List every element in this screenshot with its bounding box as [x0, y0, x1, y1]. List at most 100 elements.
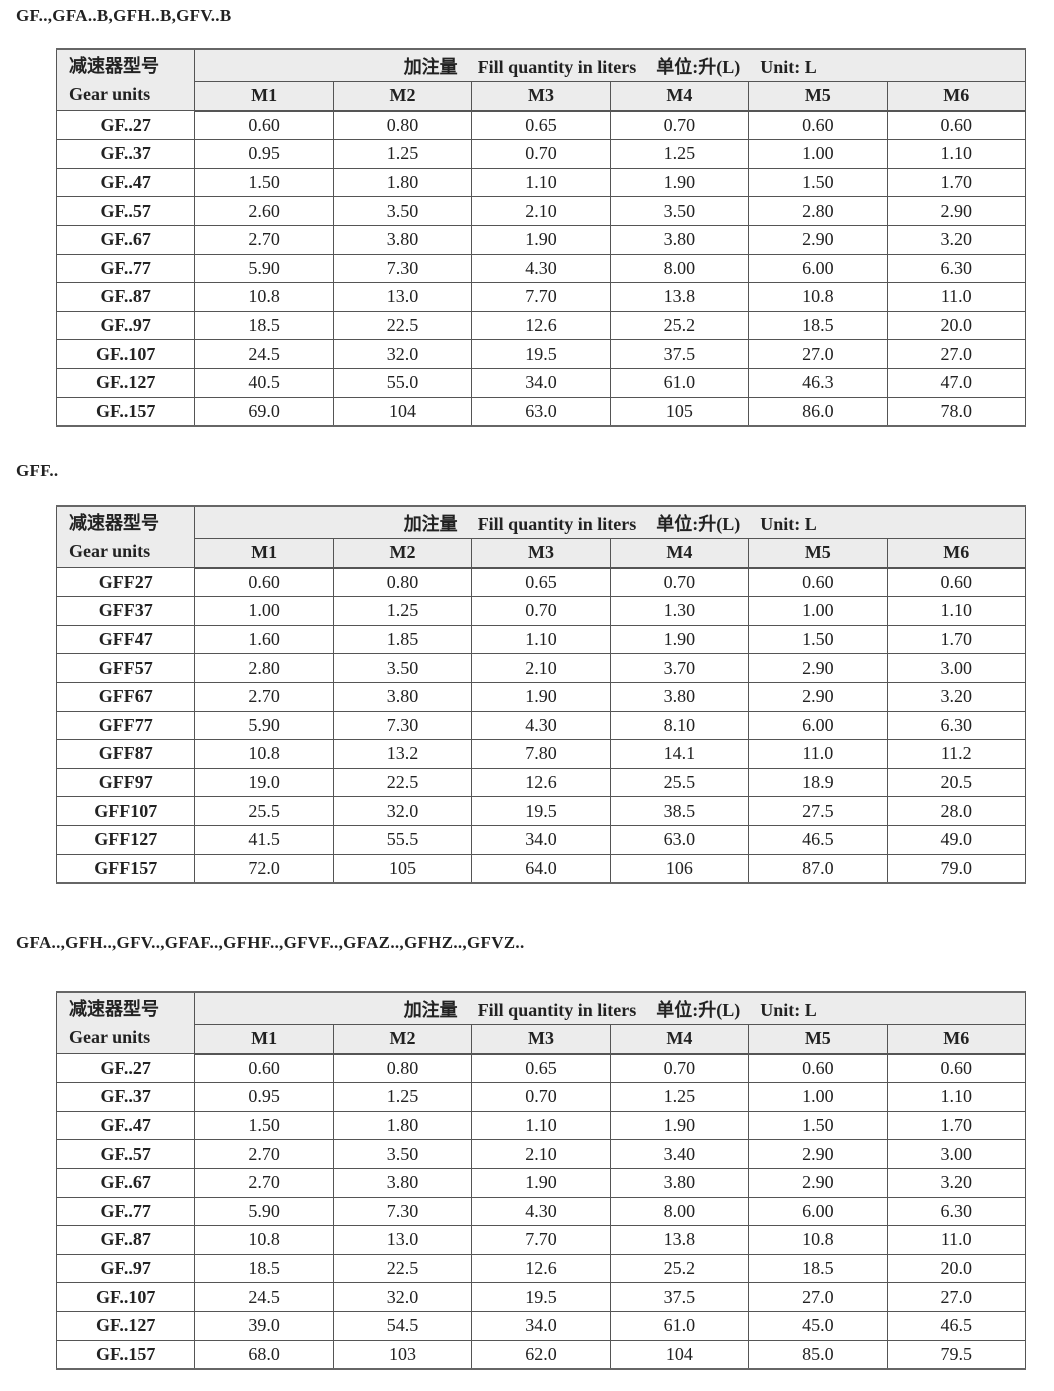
fill-value-cell: 0.95 — [194, 1082, 334, 1112]
fill-cn-label: 加注量 — [403, 56, 458, 77]
fill-value-cell: 3.50 — [609, 196, 750, 226]
fill-value-cell: 6.00 — [748, 253, 888, 284]
fill-value-cell: 7.70 — [471, 1225, 611, 1255]
fill-value-cell: 3.80 — [609, 1167, 750, 1198]
table-row: GF..57 2.70 3.50 2.10 3.40 2.90 3.00 — [55, 1139, 1027, 1169]
fill-value-cell: 78.0 — [886, 396, 1027, 427]
table-row: GF..157 69.0 104 63.0 105 86.0 78.0 — [55, 396, 1027, 427]
fill-value-cell: 6.30 — [886, 710, 1027, 741]
table-row: GF..127 40.5 55.0 34.0 61.0 46.3 47.0 — [55, 367, 1027, 398]
gear-unit-cell: GFF47 — [55, 624, 196, 655]
fill-value-cell: 104 — [609, 1339, 750, 1370]
fill-cn-label: 加注量 — [403, 513, 458, 534]
gear-unit-cell: GF..57 — [55, 1139, 196, 1169]
fill-value-cell: 39.0 — [194, 1310, 334, 1341]
fill-value-cell: 12.6 — [471, 310, 611, 341]
mode-header: M4 — [609, 1023, 750, 1055]
fill-quantity-table: 减速器型号 Gear units 加注量 Fill quantity in liter… — [55, 505, 1027, 885]
fill-value-cell: 104 — [332, 396, 473, 427]
fill-value-cell: 2.70 — [194, 681, 334, 712]
fill-value-cell: 2.80 — [194, 653, 334, 683]
fill-value-cell: 2.10 — [471, 653, 611, 683]
fill-value-cell: 63.0 — [471, 396, 611, 427]
gear-unit-cell: GF..37 — [55, 139, 196, 169]
fill-value-cell: 18.5 — [748, 310, 888, 341]
gear-units-en: Gear units — [69, 84, 151, 105]
fill-value-cell: 38.5 — [609, 796, 750, 826]
fill-value-cell: 69.0 — [194, 396, 334, 427]
gear-unit-cell: GFF107 — [55, 796, 196, 826]
fill-value-cell: 72.0 — [194, 853, 334, 884]
fill-value-cell: 32.0 — [332, 339, 473, 369]
fill-value-cell: 1.10 — [471, 624, 611, 655]
gear-unit-cell: GF..97 — [55, 310, 196, 341]
gear-unit-cell: GF..47 — [55, 167, 196, 198]
mode-header: M4 — [609, 537, 750, 569]
gear-unit-cell: GF..97 — [55, 1253, 196, 1284]
table-row: GF..157 68.0 103 62.0 104 85.0 79.5 — [55, 1339, 1027, 1370]
fill-value-cell: 34.0 — [471, 824, 611, 855]
fill-value-cell: 2.60 — [194, 196, 334, 226]
gear-unit-cell: GF..77 — [55, 1196, 196, 1227]
fill-quantity-table: 减速器型号 Gear units 加注量 Fill quantity in liter… — [55, 991, 1027, 1371]
fill-value-cell: 18.5 — [748, 1253, 888, 1284]
gear-unit-cell: GF..127 — [55, 367, 196, 398]
fill-value-cell: 7.30 — [332, 1196, 473, 1227]
mode-header-row: M1 M2 M3 M4 M5 M6 — [57, 537, 1027, 569]
fill-value-cell: 7.30 — [332, 253, 473, 284]
fill-en-label: Fill quantity in liters — [477, 513, 637, 534]
fill-value-cell: 3.20 — [886, 681, 1027, 712]
fill-value-cell: 5.90 — [194, 1196, 334, 1227]
fill-value-cell: 54.5 — [332, 1310, 473, 1341]
fill-value-cell: 1.50 — [194, 167, 334, 198]
unit-en-label: Unit: L — [760, 513, 817, 534]
fill-value-cell: 68.0 — [194, 1339, 334, 1370]
fill-value-cell: 7.80 — [471, 739, 611, 769]
fill-value-cell: 20.0 — [886, 1253, 1027, 1284]
fill-value-cell: 0.95 — [194, 139, 334, 169]
gear-unit-cell: GF..57 — [55, 196, 196, 226]
gear-unit-cell: GF..107 — [55, 339, 196, 369]
fill-value-cell: 3.80 — [332, 1167, 473, 1198]
fill-value-cell: 1.80 — [332, 167, 473, 198]
fill-value-cell: 46.5 — [886, 1310, 1027, 1341]
fill-value-cell: 4.30 — [471, 1196, 611, 1227]
table-row: GF..127 39.0 54.5 34.0 61.0 45.0 46.5 — [55, 1310, 1027, 1341]
fill-value-cell: 8.10 — [609, 710, 750, 741]
gear-unit-cell: GF..67 — [55, 1167, 196, 1198]
unit-cn-label: 单位:升(L) — [656, 513, 741, 534]
fill-value-cell: 13.2 — [332, 739, 473, 769]
fill-value-cell: 7.70 — [471, 282, 611, 312]
fill-value-cell: 2.90 — [748, 681, 888, 712]
mode-header: M3 — [471, 1023, 611, 1055]
fill-value-cell: 1.00 — [194, 596, 334, 626]
gear-units-header: 减速器型号 Gear units — [55, 991, 196, 1055]
table-row: GFF107 25.5 32.0 19.5 38.5 27.5 28.0 — [55, 796, 1027, 826]
fill-value-cell: 40.5 — [194, 367, 334, 398]
gear-units-cn: 减速器型号 — [69, 999, 159, 1020]
fill-value-cell: 19.5 — [471, 339, 611, 369]
fill-value-cell: 28.0 — [886, 796, 1027, 826]
fill-value-cell: 34.0 — [471, 1310, 611, 1341]
mode-header: M5 — [748, 80, 888, 112]
table-row: GF..47 1.50 1.80 1.10 1.90 1.50 1.70 — [55, 167, 1027, 198]
fill-value-cell: 3.70 — [609, 653, 750, 683]
fill-value-cell: 0.70 — [609, 567, 750, 598]
fill-value-cell: 2.90 — [886, 196, 1027, 226]
table-row: GF..87 10.8 13.0 7.70 13.8 10.8 11.0 — [55, 1225, 1027, 1255]
fill-en-label: Fill quantity in liters — [477, 999, 637, 1020]
gear-unit-cell: GFF97 — [55, 767, 196, 798]
fill-value-cell: 27.5 — [748, 796, 888, 826]
table-row: GFF87 10.8 13.2 7.80 14.1 11.0 11.2 — [55, 739, 1027, 769]
fill-value-cell: 0.80 — [332, 567, 473, 598]
gear-unit-cell: GFF87 — [55, 739, 196, 769]
mode-header: M6 — [886, 537, 1027, 569]
fill-value-cell: 27.0 — [886, 1282, 1027, 1312]
fill-value-cell: 0.60 — [194, 110, 334, 141]
fill-value-cell: 5.90 — [194, 710, 334, 741]
fill-value-cell: 2.90 — [748, 653, 888, 683]
fill-cn-label: 加注量 — [403, 999, 458, 1020]
mode-header: M3 — [471, 537, 611, 569]
table-row: GF..107 24.5 32.0 19.5 37.5 27.0 27.0 — [55, 1282, 1027, 1312]
gear-unit-cell: GF..127 — [55, 1310, 196, 1341]
